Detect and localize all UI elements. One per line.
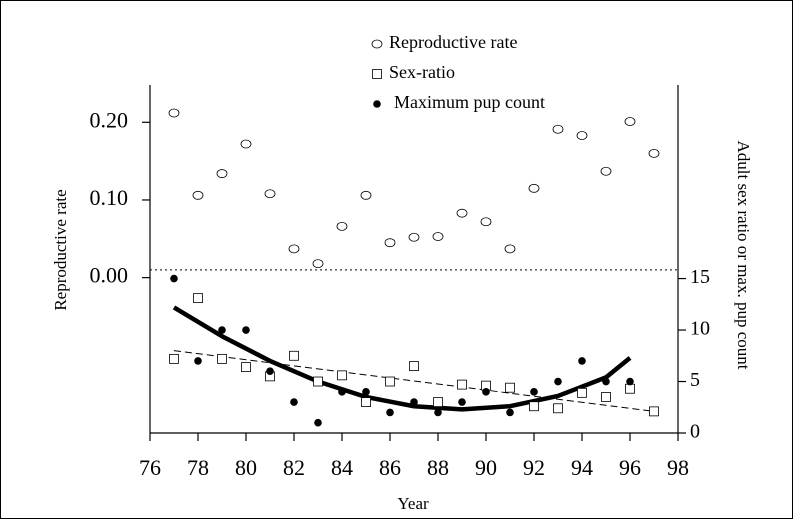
y2-tick-label: 10 [690, 318, 710, 340]
data-point [578, 357, 586, 365]
data-point [242, 326, 250, 334]
data-point [505, 382, 515, 393]
data-point [554, 377, 562, 386]
data-point [600, 166, 612, 176]
y-tick-label: 0.00 [90, 263, 129, 288]
data-point [361, 397, 371, 408]
data-point [337, 370, 347, 381]
fit-line [173, 350, 655, 412]
data-point [312, 259, 324, 269]
data-point [577, 387, 587, 398]
data-point [266, 367, 274, 376]
data-point [170, 274, 178, 283]
data-point [456, 208, 468, 218]
data-point [506, 408, 514, 417]
data-point [264, 189, 276, 199]
y2-tick-label: 15 [690, 266, 710, 288]
data-point [576, 131, 588, 140]
x-tick-label: 88 [427, 455, 449, 480]
data-point [360, 190, 372, 200]
data-point [458, 398, 466, 406]
x-tick-label: 86 [379, 455, 401, 480]
legend-label: Reproductive rate [389, 32, 517, 52]
data-point [602, 377, 610, 386]
x-tick-label: 94 [571, 455, 593, 480]
data-point [241, 362, 251, 373]
data-point [432, 232, 444, 241]
y-axis-label: Reproductive rate [51, 189, 70, 310]
x-tick-label: 90 [475, 455, 497, 480]
data-point [648, 148, 660, 158]
data-point [530, 388, 538, 396]
legend-marker [373, 100, 381, 108]
data-point [408, 232, 420, 242]
data-point [193, 293, 203, 304]
data-point [553, 403, 563, 414]
data-point [552, 124, 564, 134]
data-point [289, 350, 299, 361]
data-point [218, 326, 226, 334]
x-tick-label: 82 [283, 455, 305, 480]
data-point [409, 361, 419, 371]
data-point [410, 398, 418, 406]
x-tick-label: 76 [139, 455, 161, 480]
x-tick-label: 92 [523, 455, 545, 480]
data-point [362, 388, 370, 396]
data-point [313, 376, 323, 387]
x-axis-label: Year [397, 494, 429, 513]
data-point [625, 383, 635, 394]
data-point [385, 376, 395, 387]
data-point [384, 238, 396, 248]
data-point [482, 388, 490, 396]
data-point [624, 117, 636, 126]
data-point [168, 108, 180, 118]
legend-label: Maximum pup count [394, 92, 545, 112]
y-tick-label: 0.20 [90, 107, 129, 132]
data-point [480, 217, 492, 227]
data-point [169, 353, 179, 364]
data-point [217, 353, 227, 364]
data-point [216, 169, 228, 178]
data-point [457, 379, 467, 390]
y2-tick-label: 5 [690, 369, 700, 391]
data-point [288, 244, 300, 254]
data-point [433, 397, 443, 408]
x-tick-label: 96 [619, 455, 641, 480]
legend-marker [372, 69, 382, 79]
legend-marker [371, 39, 383, 49]
y2-tick-label: 0 [690, 421, 700, 443]
data-point [626, 377, 634, 386]
data-point [386, 408, 394, 417]
y2-axis-label: Adult sex ratio or max. pup count [734, 141, 753, 370]
data-point [601, 392, 611, 402]
data-point [192, 190, 204, 200]
data-point [529, 401, 539, 412]
data-point [504, 244, 516, 254]
data-point [290, 398, 298, 406]
x-tick-label: 80 [235, 455, 257, 480]
x-tick-label: 78 [187, 455, 209, 480]
legend-label: Sex-ratio [389, 62, 455, 82]
data-point [336, 221, 348, 231]
data-point [649, 406, 659, 417]
data-point [314, 418, 322, 427]
fit-line [172, 305, 632, 412]
x-tick-label: 98 [667, 455, 689, 480]
y-tick-label: 0.10 [90, 185, 129, 210]
data-point [434, 408, 442, 417]
data-point [338, 388, 346, 396]
data-point [240, 139, 252, 149]
x-tick-label: 84 [331, 455, 353, 480]
data-point [194, 357, 202, 365]
data-point [528, 183, 540, 193]
